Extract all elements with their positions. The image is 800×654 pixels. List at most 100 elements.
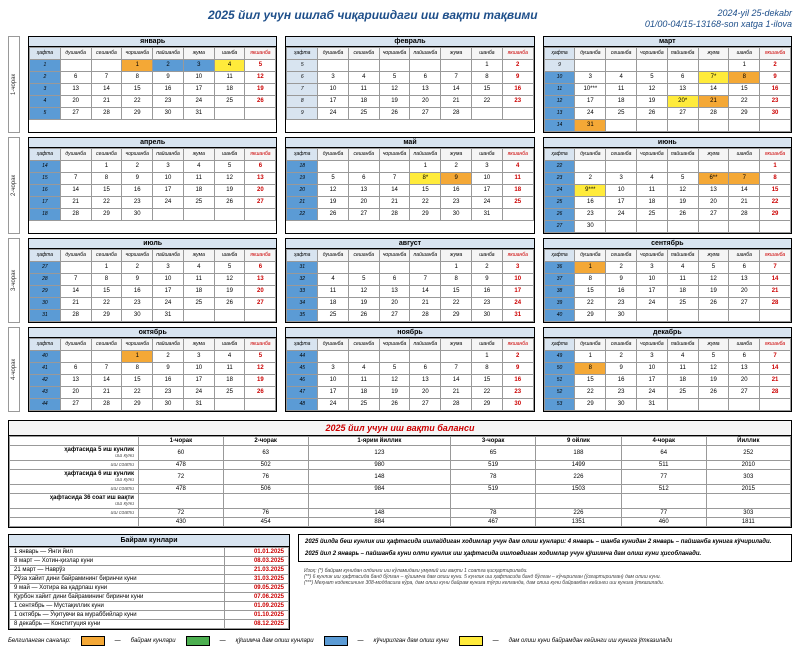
calendar-cell: 28 xyxy=(698,107,729,119)
calendar-cell: 30 xyxy=(606,398,637,410)
calendar-cell: 28 xyxy=(410,309,441,321)
calendar-cell: 31 xyxy=(30,309,61,321)
reference-code: 2024-yil 25-dekabr 01/00-04/15-13168-son… xyxy=(645,8,792,30)
calendar-cell: 25 xyxy=(348,398,379,410)
calendar-cell: 12 xyxy=(698,273,729,285)
month-title: ноябрь xyxy=(286,328,533,338)
calendar-cell: 30 xyxy=(575,220,606,232)
month-block: июньҳафтадушанбасешанбачоршанбапайшанбаж… xyxy=(543,137,792,234)
calendar-cell: 28 xyxy=(30,273,61,285)
calendar-cell: 8 xyxy=(472,362,503,374)
calendar-cell: 24 xyxy=(183,386,214,398)
calendar-cell: 19 xyxy=(698,374,729,386)
calendar-cell xyxy=(410,59,441,71)
calendar-cell xyxy=(379,160,410,172)
calendar-cell: 30 xyxy=(502,398,533,410)
calendar-cell: 22 xyxy=(287,208,318,220)
legend-text: байрам кунлари xyxy=(131,638,176,644)
ref-num: 01/00-04/15-13168-son xatga 1-ilova xyxy=(645,19,792,30)
calendar-cell: 22 xyxy=(91,196,122,208)
calendar-cell: 29 xyxy=(472,398,503,410)
calendar-cell: 2 xyxy=(441,160,472,172)
calendar-cell: 40 xyxy=(544,309,575,321)
calendar-cell: 38 xyxy=(544,285,575,297)
calendar-cell: 11 xyxy=(667,273,698,285)
calendar-cell: 16 xyxy=(30,184,61,196)
month-block: январьҳафтадушанбасешанбачоршанбапайшанб… xyxy=(28,36,277,133)
calendar-cell: 12 xyxy=(348,285,379,297)
calendar-cell: 2 xyxy=(575,172,606,184)
calendar-cell: 13 xyxy=(60,374,91,386)
calendar-cell: 22 xyxy=(729,95,760,107)
calendar-cell: 25 xyxy=(637,208,668,220)
calendar-cell: 1 xyxy=(122,59,153,71)
calendar-cell: 12 xyxy=(698,362,729,374)
month-table: ҳафтадушанбасешанбачоршанбапайшанбажумаш… xyxy=(29,47,276,120)
calendar-cell xyxy=(60,261,91,273)
balance-title: 2025 йил учун иш вақти баланси xyxy=(9,421,791,436)
calendar-cell: 9 xyxy=(760,71,791,83)
calendar-cell: 33 xyxy=(287,285,318,297)
calendar-cell: 21 xyxy=(760,374,791,386)
month-block: апрельҳафтадушанбасешанбачоршанбапайшанб… xyxy=(28,137,277,234)
calendar-cell: 21 xyxy=(91,386,122,398)
calendar-cell: 26 xyxy=(637,107,668,119)
calendar-cell: 23 xyxy=(441,196,472,208)
header: 2025 йил учун ишлаб чиқаришдаги иш вақти… xyxy=(8,8,792,30)
calendar-cell: 19 xyxy=(379,95,410,107)
calendar-cell xyxy=(729,119,760,131)
calendar-cell: 15 xyxy=(575,374,606,386)
calendar-cell: 15 xyxy=(729,83,760,95)
calendar-cell: 28 xyxy=(729,208,760,220)
calendar-cell: 50 xyxy=(544,362,575,374)
calendar-cell: 10 xyxy=(606,184,637,196)
calendar-cell: 18 xyxy=(348,95,379,107)
calendar-cell xyxy=(729,160,760,172)
calendar-cell xyxy=(441,59,472,71)
calendar-cell: 18 xyxy=(667,374,698,386)
calendar-cell: 18 xyxy=(318,297,349,309)
calendar-cell: 11 xyxy=(183,273,214,285)
calendar-cell: 6 xyxy=(729,350,760,362)
holiday-cell: Рўза хайит дини байрамининг биринчи куни xyxy=(10,574,225,583)
calendar-cell: 20 xyxy=(287,184,318,196)
calendar-cell: 5 xyxy=(245,350,276,362)
calendar-cell: 10 xyxy=(637,273,668,285)
calendar-cell xyxy=(318,261,349,273)
calendar-cell: 16 xyxy=(441,184,472,196)
month-block: июльҳафтадушанбасешанбачоршанбапайшанбаж… xyxy=(28,238,277,323)
calendar-cell: 24 xyxy=(502,297,533,309)
calendar-cell: 2 xyxy=(122,160,153,172)
calendar-cell: 30 xyxy=(472,309,503,321)
calendar-cell: 2 xyxy=(122,261,153,273)
calendar-cell: 9*** xyxy=(575,184,606,196)
calendar-cell: 2 xyxy=(30,71,61,83)
calendar-grid: 1-чоракянварьҳафтадушанбасешанбачоршанба… xyxy=(8,36,792,412)
calendar-cell: 6 xyxy=(60,362,91,374)
calendar-cell: 10 xyxy=(183,71,214,83)
calendar-cell: 9 xyxy=(544,59,575,71)
calendar-cell: 29 xyxy=(575,309,606,321)
calendar-cell: 44 xyxy=(287,350,318,362)
calendar-cell: 3 xyxy=(606,172,637,184)
calendar-cell: 8 xyxy=(729,71,760,83)
calendar-cell: 17 xyxy=(637,285,668,297)
calendar-cell: 8* xyxy=(410,172,441,184)
calendar-cell: 13 xyxy=(348,184,379,196)
calendar-cell: 6 xyxy=(245,261,276,273)
calendar-cell: 17 xyxy=(502,285,533,297)
calendar-cell xyxy=(637,119,668,131)
calendar-cell: 27 xyxy=(245,297,276,309)
calendar-cell: 14 xyxy=(698,83,729,95)
month-title: апрель xyxy=(29,138,276,148)
month-title: май xyxy=(286,138,533,148)
calendar-cell xyxy=(667,59,698,71)
calendar-cell: 22 xyxy=(575,386,606,398)
calendar-cell: 17 xyxy=(183,83,214,95)
note-line: 2025 йилда беш кунлик иш ҳафтасида ишлай… xyxy=(305,539,785,545)
calendar-cell: 9 xyxy=(502,71,533,83)
calendar-cell: 15 xyxy=(122,83,153,95)
month-block: ноябрьҳафтадушанбасешанбачоршанбапайшанб… xyxy=(285,327,534,412)
calendar-cell: 41 xyxy=(30,362,61,374)
calendar-cell: 46 xyxy=(287,374,318,386)
